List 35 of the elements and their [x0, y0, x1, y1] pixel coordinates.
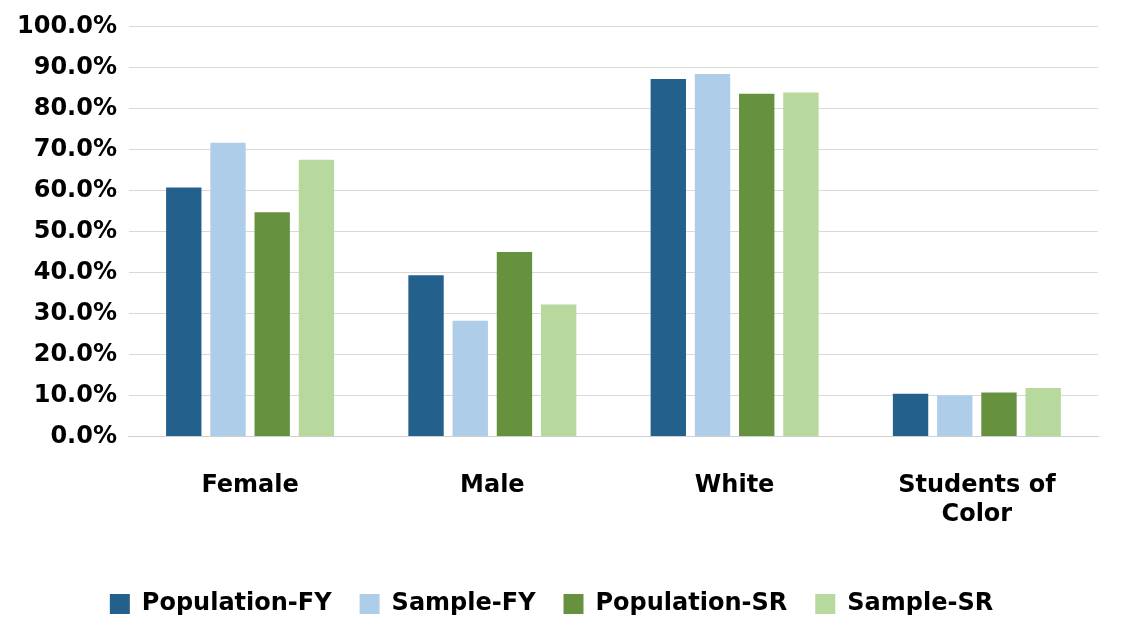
y-tick-label: 20.0%	[33, 338, 117, 367]
bar	[254, 212, 290, 436]
y-tick-label: 40.0%	[33, 256, 117, 285]
y-tick-label: 60.0%	[33, 174, 117, 203]
legend-label: Population-FY	[141, 588, 333, 617]
bar	[1025, 388, 1061, 436]
y-tick-label: 50.0%	[33, 215, 117, 244]
y-tick-label: 90.0%	[33, 51, 117, 80]
bar	[981, 392, 1017, 436]
x-tick-label: Female	[201, 470, 299, 499]
x-tick-label: Male	[460, 470, 525, 499]
legend-label: Sample-FY	[391, 588, 537, 617]
legend-label: Population-SR	[595, 588, 788, 617]
x-tick-label: White	[694, 470, 775, 499]
bar	[540, 304, 577, 436]
y-tick-label: 100.0%	[16, 10, 117, 39]
y-tick-label: 80.0%	[33, 92, 117, 121]
bar	[496, 251, 533, 436]
y-tick-label: 0.0%	[50, 420, 117, 449]
x-tick-label: Students of Color	[898, 470, 1057, 527]
legend-label: Sample-SR	[847, 588, 994, 617]
bar	[650, 78, 686, 436]
bar	[166, 187, 202, 436]
bar	[892, 393, 929, 436]
bar	[783, 92, 819, 436]
bar	[452, 320, 488, 436]
bar	[694, 73, 731, 436]
bar	[210, 142, 246, 436]
bar	[739, 93, 775, 436]
y-tick-label: 30.0%	[33, 297, 117, 326]
bar	[298, 159, 335, 436]
y-tick-label: 70.0%	[33, 133, 117, 162]
y-tick-label: 10.0%	[33, 379, 117, 408]
bar	[937, 395, 973, 436]
bar	[408, 275, 444, 436]
